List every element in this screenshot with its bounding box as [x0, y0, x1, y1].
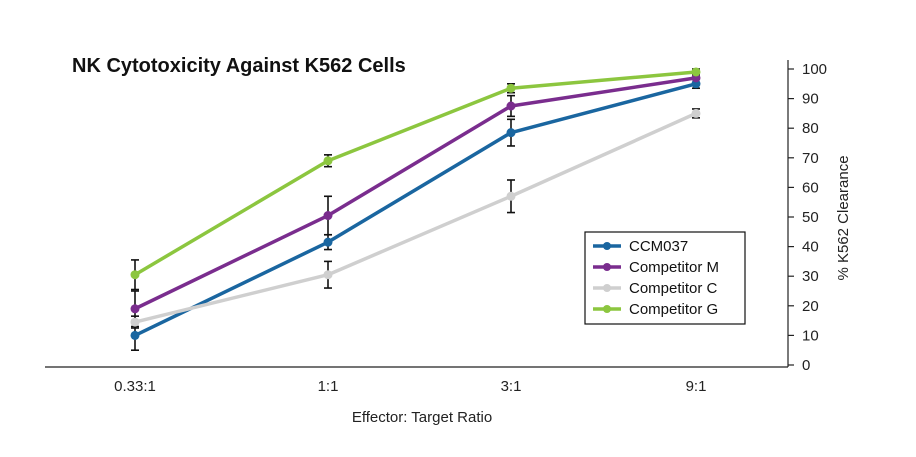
legend-label: CCM037: [629, 238, 688, 255]
series-line: [134, 76, 697, 311]
legend-item: Competitor G: [593, 301, 718, 318]
data-point: [506, 101, 516, 111]
data-point: [130, 317, 140, 327]
x-axis-label: Effector: Target Ratio: [352, 409, 492, 426]
data-point: [323, 211, 333, 221]
legend: CCM037 Competitor M Competitor C Competitor…: [584, 231, 746, 325]
series-lines: [130, 67, 701, 340]
data-point: [323, 156, 333, 166]
y-tick-label: 90: [802, 91, 819, 108]
legend-marker: [603, 263, 611, 271]
y-tick-label: 60: [802, 179, 819, 196]
data-point: [323, 237, 333, 247]
x-tick-label: 9:1: [686, 378, 707, 395]
y-tick-label: 70: [802, 150, 819, 167]
y-tick-label: 40: [802, 239, 819, 256]
series-line: [134, 70, 697, 277]
y-tick-label: 50: [802, 209, 819, 226]
x-tick-label: 3:1: [501, 378, 522, 395]
data-point: [130, 270, 140, 280]
data-point: [691, 108, 701, 118]
legend-label: Competitor M: [629, 259, 719, 276]
y-axis-label: % K562 Clearance: [835, 155, 852, 280]
data-point: [130, 330, 140, 340]
y-tick-label: 20: [802, 298, 819, 315]
chart-title: NK Cytotoxicity Against K562 Cells: [72, 55, 406, 77]
legend-marker: [603, 284, 611, 292]
axes: 0 10 20 30 40 50 60 70 80 90 100 0.33:1 1:1 3:1 9:1: [45, 60, 827, 395]
legend-label: Competitor G: [629, 301, 718, 318]
series-line: [134, 111, 697, 324]
y-tick-label: 100: [802, 61, 827, 78]
data-point: [506, 83, 516, 93]
series-line: [134, 82, 697, 337]
y-tick-label: 30: [802, 268, 819, 285]
data-point: [130, 304, 140, 314]
y-tick-label: 10: [802, 327, 819, 344]
data-point: [691, 67, 701, 77]
legend-marker: [603, 305, 611, 313]
data-point: [506, 128, 516, 138]
legend-marker: [603, 242, 611, 250]
y-tick-label: 0: [802, 357, 810, 374]
x-tick-label: 1:1: [318, 378, 339, 395]
y-tick-label: 80: [802, 120, 819, 137]
data-point: [323, 270, 333, 280]
legend-label: Competitor C: [629, 280, 718, 297]
data-point: [506, 191, 516, 201]
legend-item: CCM037: [593, 238, 688, 255]
legend-item: Competitor M: [593, 259, 719, 276]
x-tick-label: 0.33:1: [114, 378, 156, 395]
legend-item: Competitor C: [593, 280, 718, 297]
